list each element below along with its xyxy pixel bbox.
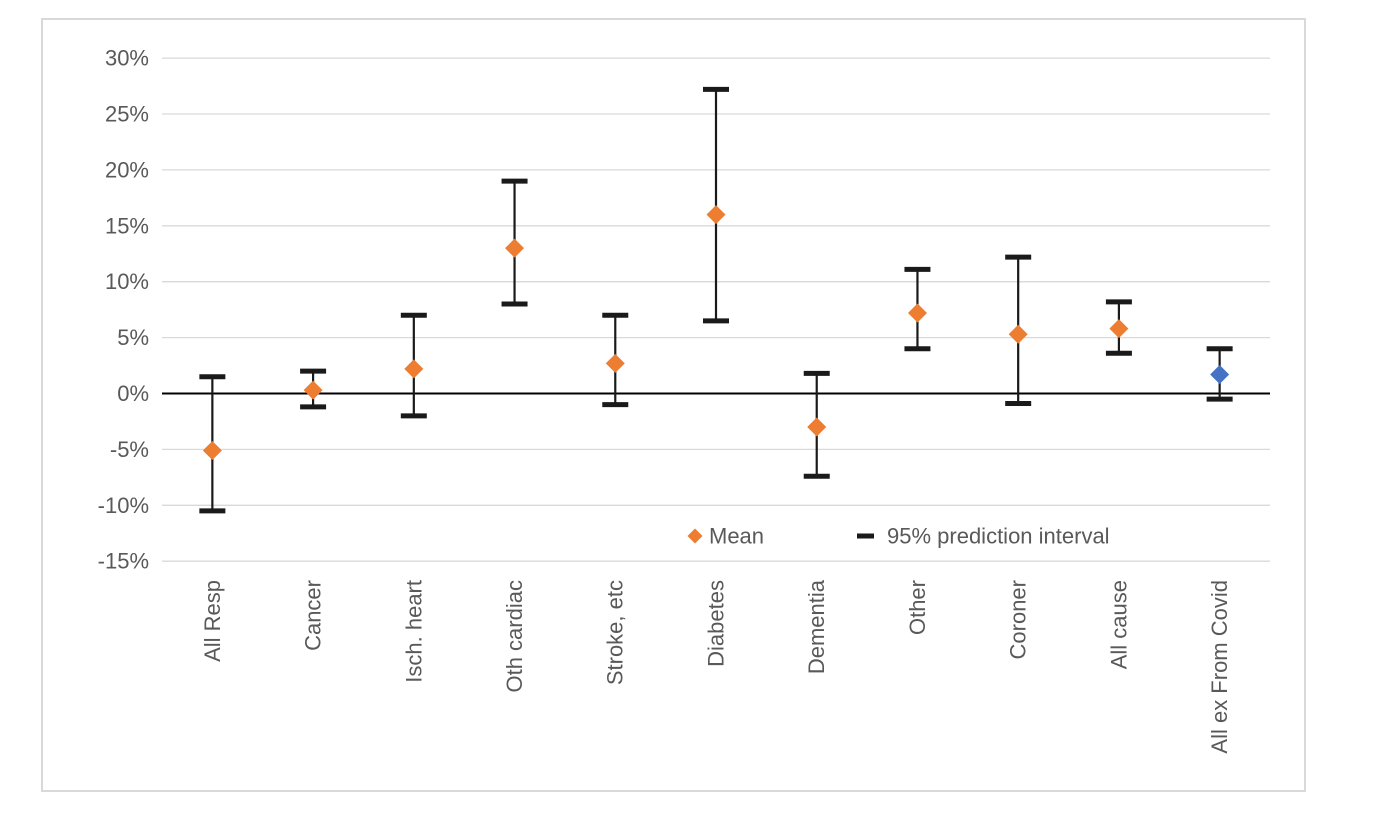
x-category-label: Isch. heart	[401, 580, 426, 683]
y-tick-label: 30%	[105, 46, 149, 71]
errorbar-chart: 30% 25% 20% 15% 10% 5% 0% -5% -10% -15% All Resp Ca…	[98, 46, 1270, 754]
y-tick-label: 5%	[117, 325, 149, 350]
mean-marker	[303, 380, 323, 400]
mean-marker	[505, 238, 525, 258]
y-tick-label: 20%	[105, 157, 149, 182]
y-tick-label: 10%	[105, 269, 149, 294]
mean-marker	[1210, 364, 1230, 384]
y-tick-label: 0%	[117, 381, 149, 406]
chart-frame: 30% 25% 20% 15% 10% 5% 0% -5% -10% -15% All Resp Ca…	[41, 18, 1306, 792]
legend-item-prediction-interval: 95% prediction interval	[857, 523, 1110, 548]
mean-marker	[1008, 324, 1028, 344]
legend-mean-label: Mean	[709, 523, 764, 548]
x-category-label: Other	[905, 580, 930, 635]
error-bar	[703, 86, 729, 324]
mean-marker	[202, 441, 222, 461]
mean-marker	[404, 359, 424, 379]
x-category-label: Oth cardiac	[502, 580, 527, 693]
x-category-label: Diabetes	[703, 580, 728, 667]
mean-marker	[907, 303, 927, 323]
y-tick-label: -5%	[110, 437, 149, 462]
x-category-label: Cancer	[301, 580, 326, 651]
x-category-label: Dementia	[804, 579, 829, 674]
mean-marker	[1109, 319, 1129, 339]
legend: Mean 95% prediction interval	[687, 523, 1110, 548]
mean-marker	[605, 353, 625, 373]
legend-item-mean: Mean	[687, 523, 764, 548]
x-category-label: Coroner	[1006, 580, 1031, 659]
y-tick-label: 15%	[105, 213, 149, 238]
y-tick-label: -10%	[98, 493, 149, 518]
x-category-label: All cause	[1106, 580, 1131, 669]
x-category-label: All ex From Covid	[1207, 580, 1232, 754]
y-tick-label: -15%	[98, 549, 149, 574]
mean-marker	[807, 417, 827, 437]
x-category-label: Stroke, etc	[603, 580, 628, 685]
x-category-label: All Resp	[200, 580, 225, 662]
legend-mean-diamond-icon	[687, 528, 703, 544]
legend-interval-label: 95% prediction interval	[887, 523, 1110, 548]
y-tick-label: 25%	[105, 101, 149, 126]
mean-marker	[706, 205, 726, 225]
